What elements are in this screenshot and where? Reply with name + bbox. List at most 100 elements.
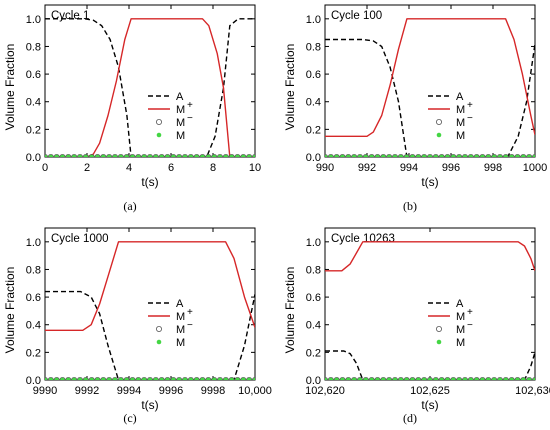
series-Mminus-point bbox=[502, 154, 509, 157]
series-M-point bbox=[89, 377, 94, 380]
series-Mminus-point bbox=[450, 377, 457, 380]
series-Mminus-point bbox=[491, 154, 498, 157]
legend-Mplus-label: M bbox=[456, 104, 465, 116]
series-Mminus-point bbox=[497, 377, 503, 380]
series-Mminus-point bbox=[82, 154, 89, 157]
panel-label: (c) bbox=[123, 411, 136, 425]
plot-frame bbox=[44, 227, 256, 381]
series-M-point bbox=[445, 377, 450, 380]
series-Mminus-point bbox=[479, 154, 486, 157]
x-tick-label: 4 bbox=[126, 162, 132, 174]
series-M-point bbox=[153, 377, 159, 380]
y-tick-label: 0.4 bbox=[26, 320, 41, 332]
series-Mminus-point bbox=[333, 377, 340, 380]
series-M-point bbox=[112, 154, 118, 157]
legend-Mplus-label: M bbox=[176, 311, 185, 323]
series-Mminus-point bbox=[438, 377, 445, 380]
series-M-point bbox=[60, 377, 65, 380]
series-M-point bbox=[515, 154, 520, 157]
series-M-point bbox=[153, 154, 159, 157]
series-Mminus-point bbox=[112, 154, 118, 157]
series-M-point bbox=[456, 377, 462, 380]
series-Mminus-point bbox=[240, 154, 247, 157]
y-tick-label: 1.0 bbox=[306, 237, 321, 249]
series-M-point bbox=[176, 154, 182, 157]
series-M-point bbox=[526, 154, 532, 157]
series-M-point bbox=[176, 377, 182, 380]
legend-A-label: A bbox=[456, 298, 464, 310]
series-Mminus-point bbox=[246, 154, 253, 157]
series-M-point bbox=[462, 154, 468, 157]
legend-Mplus-sup: + bbox=[187, 307, 193, 318]
series-M-point bbox=[468, 377, 474, 380]
series-Mminus-point bbox=[473, 377, 480, 380]
series-M-point bbox=[325, 154, 328, 157]
series-M-point bbox=[392, 377, 398, 380]
x-tick-label: 6 bbox=[168, 162, 174, 174]
legend-A-label: A bbox=[456, 91, 464, 103]
series-M-point bbox=[503, 154, 509, 157]
series-M-point bbox=[252, 377, 255, 380]
panel-label: (d) bbox=[403, 411, 417, 425]
series-Mminus-point bbox=[432, 377, 439, 380]
series-M-point bbox=[159, 154, 164, 157]
series-M-point bbox=[147, 154, 153, 157]
series-M-point bbox=[89, 154, 94, 157]
series-M-point bbox=[404, 377, 409, 380]
series-M-point bbox=[357, 154, 363, 157]
legend-Mplus-label: M bbox=[456, 311, 465, 323]
series-M-point bbox=[194, 377, 199, 380]
series-Mminus-point bbox=[65, 377, 72, 380]
series-Mminus-point bbox=[100, 154, 107, 157]
series-Mplus-line bbox=[325, 18, 535, 138]
x-tick-label: 992 bbox=[358, 162, 376, 174]
series-Mminus-point bbox=[508, 154, 515, 157]
series-Mminus-point bbox=[158, 377, 165, 380]
series-M-point bbox=[235, 377, 240, 380]
series-Mminus-point bbox=[362, 377, 369, 380]
series-M-point bbox=[491, 377, 497, 380]
series-M-point bbox=[136, 154, 141, 157]
series-Mminus-point bbox=[327, 154, 334, 157]
series-Mminus-point bbox=[211, 377, 218, 380]
series-M-point bbox=[369, 377, 374, 380]
y-tick-label: 1.0 bbox=[26, 14, 41, 26]
series-M-point bbox=[241, 154, 246, 157]
series-Mminus-point bbox=[526, 377, 533, 380]
x-tick-label: 102,625 bbox=[410, 385, 450, 397]
y-tick-label: 0.0 bbox=[26, 152, 41, 164]
series-M-point bbox=[474, 154, 479, 157]
series-Mminus-point bbox=[234, 154, 241, 157]
series-M-point bbox=[141, 377, 147, 380]
series-Mminus-point bbox=[222, 154, 229, 157]
cycle-label: Cycle 1 bbox=[51, 10, 89, 22]
y-tick-label: 0.2 bbox=[26, 124, 41, 136]
series-Mminus-point bbox=[374, 154, 381, 157]
y-tick-label: 0.6 bbox=[306, 292, 321, 304]
x-axis-label: t(s) bbox=[421, 398, 438, 412]
series-M-point bbox=[54, 377, 59, 380]
series-Mminus-point bbox=[421, 377, 428, 380]
series-M-point bbox=[398, 154, 404, 157]
series-Mminus-point bbox=[94, 377, 101, 380]
series-M-point bbox=[427, 154, 433, 157]
x-tick-label: 9992 bbox=[75, 385, 99, 397]
series-Mminus-point bbox=[467, 377, 474, 380]
series-Mminus-point bbox=[252, 154, 255, 157]
series-Mplus-line bbox=[325, 241, 535, 272]
series-M-point bbox=[462, 377, 468, 380]
series-Mminus-point bbox=[135, 377, 142, 380]
x-tick-label: 9998 bbox=[201, 385, 225, 397]
series-Mminus-point bbox=[217, 154, 223, 157]
series-M-point bbox=[124, 377, 129, 380]
x-tick-label: 8 bbox=[210, 162, 216, 174]
series-Mminus-point bbox=[53, 377, 60, 380]
series-Mminus-point bbox=[234, 377, 241, 380]
series-Mminus-point bbox=[106, 154, 113, 157]
x-tick-label: 996 bbox=[442, 162, 460, 174]
series-Mminus-point bbox=[333, 154, 340, 157]
series-M-point bbox=[451, 377, 456, 380]
y-tick-label: 0.4 bbox=[306, 97, 321, 109]
panel-a: 0.0 0.2 0.4 0.6 0.8 1.0 0 2 4 6 8 10 t(s) Volume Frac… bbox=[3, 4, 261, 213]
series-Mminus-point bbox=[514, 377, 521, 380]
